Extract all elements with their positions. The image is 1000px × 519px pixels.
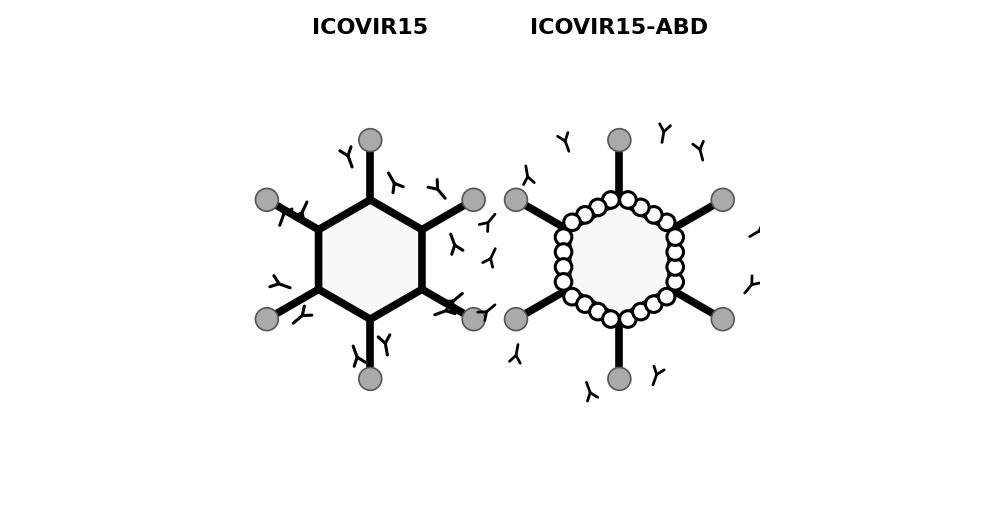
Circle shape bbox=[667, 258, 684, 275]
Circle shape bbox=[620, 192, 636, 208]
Circle shape bbox=[645, 207, 662, 223]
Circle shape bbox=[711, 188, 734, 211]
Polygon shape bbox=[319, 200, 422, 319]
Circle shape bbox=[577, 296, 593, 312]
Circle shape bbox=[564, 289, 580, 305]
Circle shape bbox=[462, 188, 485, 211]
Circle shape bbox=[667, 229, 684, 245]
Text: ICOVIR15: ICOVIR15 bbox=[312, 18, 428, 38]
Circle shape bbox=[359, 129, 382, 152]
Circle shape bbox=[633, 199, 649, 216]
Circle shape bbox=[608, 129, 631, 152]
Circle shape bbox=[620, 311, 636, 327]
Circle shape bbox=[608, 367, 631, 390]
Text: ICOVIR15-ABD: ICOVIR15-ABD bbox=[530, 18, 708, 38]
Circle shape bbox=[603, 192, 619, 208]
Circle shape bbox=[711, 308, 734, 331]
Circle shape bbox=[590, 199, 606, 216]
Circle shape bbox=[555, 258, 572, 275]
Circle shape bbox=[359, 367, 382, 390]
Circle shape bbox=[505, 188, 527, 211]
Circle shape bbox=[603, 311, 619, 327]
Circle shape bbox=[555, 274, 572, 290]
Circle shape bbox=[462, 308, 485, 331]
Circle shape bbox=[564, 214, 580, 230]
Circle shape bbox=[645, 296, 662, 312]
Circle shape bbox=[658, 214, 675, 230]
Circle shape bbox=[555, 229, 572, 245]
Circle shape bbox=[255, 308, 278, 331]
Circle shape bbox=[590, 303, 606, 320]
Polygon shape bbox=[568, 200, 671, 319]
Circle shape bbox=[658, 289, 675, 305]
Circle shape bbox=[505, 308, 527, 331]
Circle shape bbox=[577, 207, 593, 223]
Circle shape bbox=[633, 303, 649, 320]
Circle shape bbox=[555, 244, 572, 261]
Circle shape bbox=[667, 244, 684, 261]
Circle shape bbox=[255, 188, 278, 211]
Circle shape bbox=[667, 274, 684, 290]
